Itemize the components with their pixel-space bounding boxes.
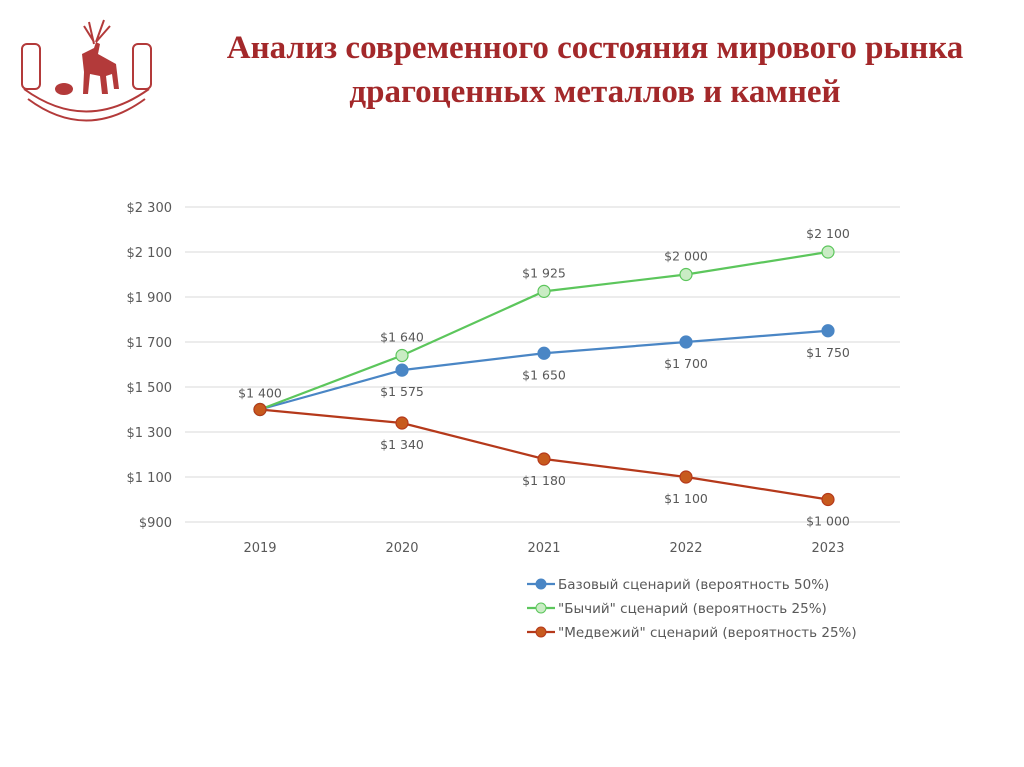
data-point (537, 346, 551, 360)
y-tick-label: $1 300 (127, 426, 173, 441)
data-label: $1 400 (238, 386, 282, 401)
x-tick-label: 2022 (669, 541, 702, 556)
x-tick-label: 2021 (527, 541, 560, 556)
data-point (821, 324, 835, 338)
legend-entry: "Бычий" сценарий (вероятность 25%) (558, 601, 827, 617)
legend-marker (535, 626, 547, 638)
x-tick-label: 2020 (385, 541, 418, 556)
data-label: $1 640 (380, 330, 424, 345)
data-label: $1 575 (380, 384, 424, 399)
x-tick-label: 2023 (811, 541, 844, 556)
legend-entry: Базовый сценарий (вероятность 50%) (558, 577, 829, 593)
data-label: $1 100 (664, 491, 708, 506)
data-point (395, 363, 409, 377)
data-point (679, 267, 693, 282)
x-tick-label: 2019 (243, 541, 276, 556)
y-tick-label: $1 100 (127, 471, 173, 486)
data-point (537, 284, 551, 298)
data-point (253, 402, 267, 417)
data-label: $2 100 (806, 226, 850, 241)
data-point (679, 335, 693, 349)
data-point (537, 452, 551, 466)
data-point (395, 416, 409, 430)
data-label: $1 750 (806, 345, 850, 360)
data-label: $2 000 (664, 249, 708, 264)
data-label: $1 340 (380, 437, 424, 452)
data-point (395, 348, 409, 363)
slide-title: Анализ современного состояния мирового р… (226, 30, 964, 110)
y-tick-label: $2 300 (127, 201, 173, 216)
data-label: $1 650 (522, 367, 566, 382)
data-point (821, 492, 835, 507)
y-tick-label: $900 (139, 516, 172, 531)
data-label: $1 180 (522, 473, 566, 488)
data-point (821, 245, 835, 259)
y-tick-label: $1 700 (127, 336, 173, 351)
data-label: $1 700 (664, 356, 708, 371)
y-tick-label: $2 100 (127, 246, 173, 261)
legend-entry: "Медвежий" сценарий (вероятность 25%) (558, 625, 857, 641)
legend-marker (535, 578, 547, 590)
y-tick-label: $1 900 (127, 291, 173, 306)
deer-emblem-icon (21, 19, 152, 122)
data-point (679, 470, 693, 484)
data-label: $1 000 (806, 514, 850, 529)
y-tick-label: $1 500 (127, 381, 173, 396)
legend-marker (535, 602, 547, 614)
data-label: $1 925 (522, 265, 566, 280)
